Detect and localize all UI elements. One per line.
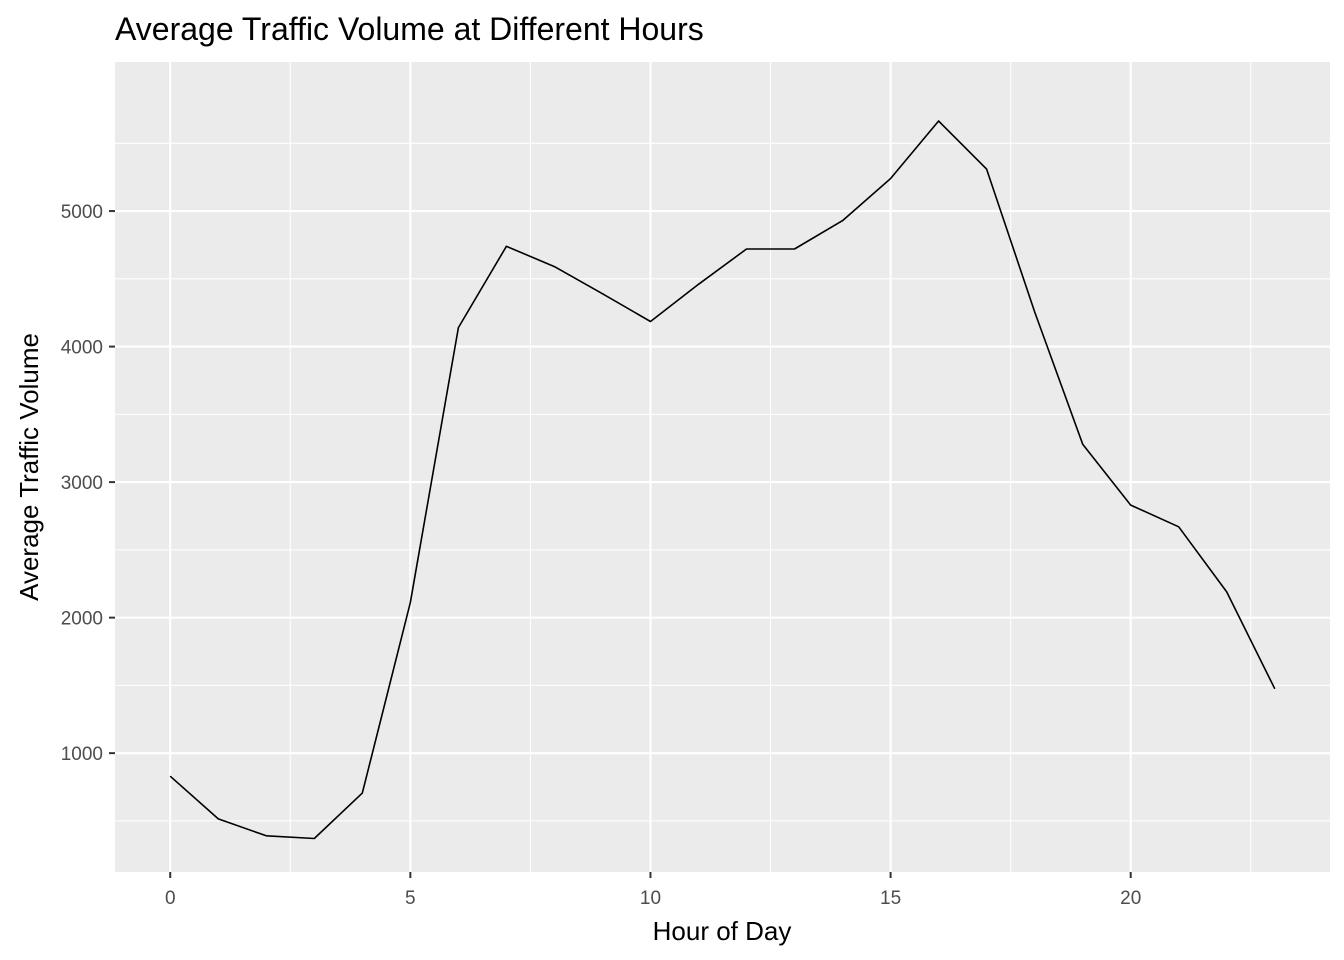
y-tick-label: 1000: [61, 744, 103, 765]
x-axis: 0 5 10 15 20: [165, 872, 1141, 909]
x-axis-title: Hour of Day: [653, 916, 792, 946]
major-gridlines: [115, 62, 1330, 872]
series-line: [169, 120, 1276, 840]
series-layer: [169, 120, 1276, 840]
y-tick-label: 2000: [61, 609, 103, 630]
chart-title: Average Traffic Volume at Different Hour…: [115, 11, 704, 47]
x-tick-label: 15: [880, 888, 901, 909]
y-tick-label: 5000: [61, 202, 103, 223]
x-tick-label: 20: [1120, 888, 1141, 909]
y-axis-title: Average Traffic Volume: [14, 333, 44, 601]
x-tick-label: 10: [640, 888, 661, 909]
minor-gridlines: [115, 62, 1330, 872]
x-tick-label: 0: [165, 888, 176, 909]
x-tick-label: 5: [405, 888, 416, 909]
y-tick-label: 3000: [61, 473, 103, 494]
y-axis: 1000 2000 3000 4000 5000: [61, 202, 115, 765]
plot-panel: [115, 62, 1330, 872]
y-tick-label: 4000: [61, 338, 103, 359]
